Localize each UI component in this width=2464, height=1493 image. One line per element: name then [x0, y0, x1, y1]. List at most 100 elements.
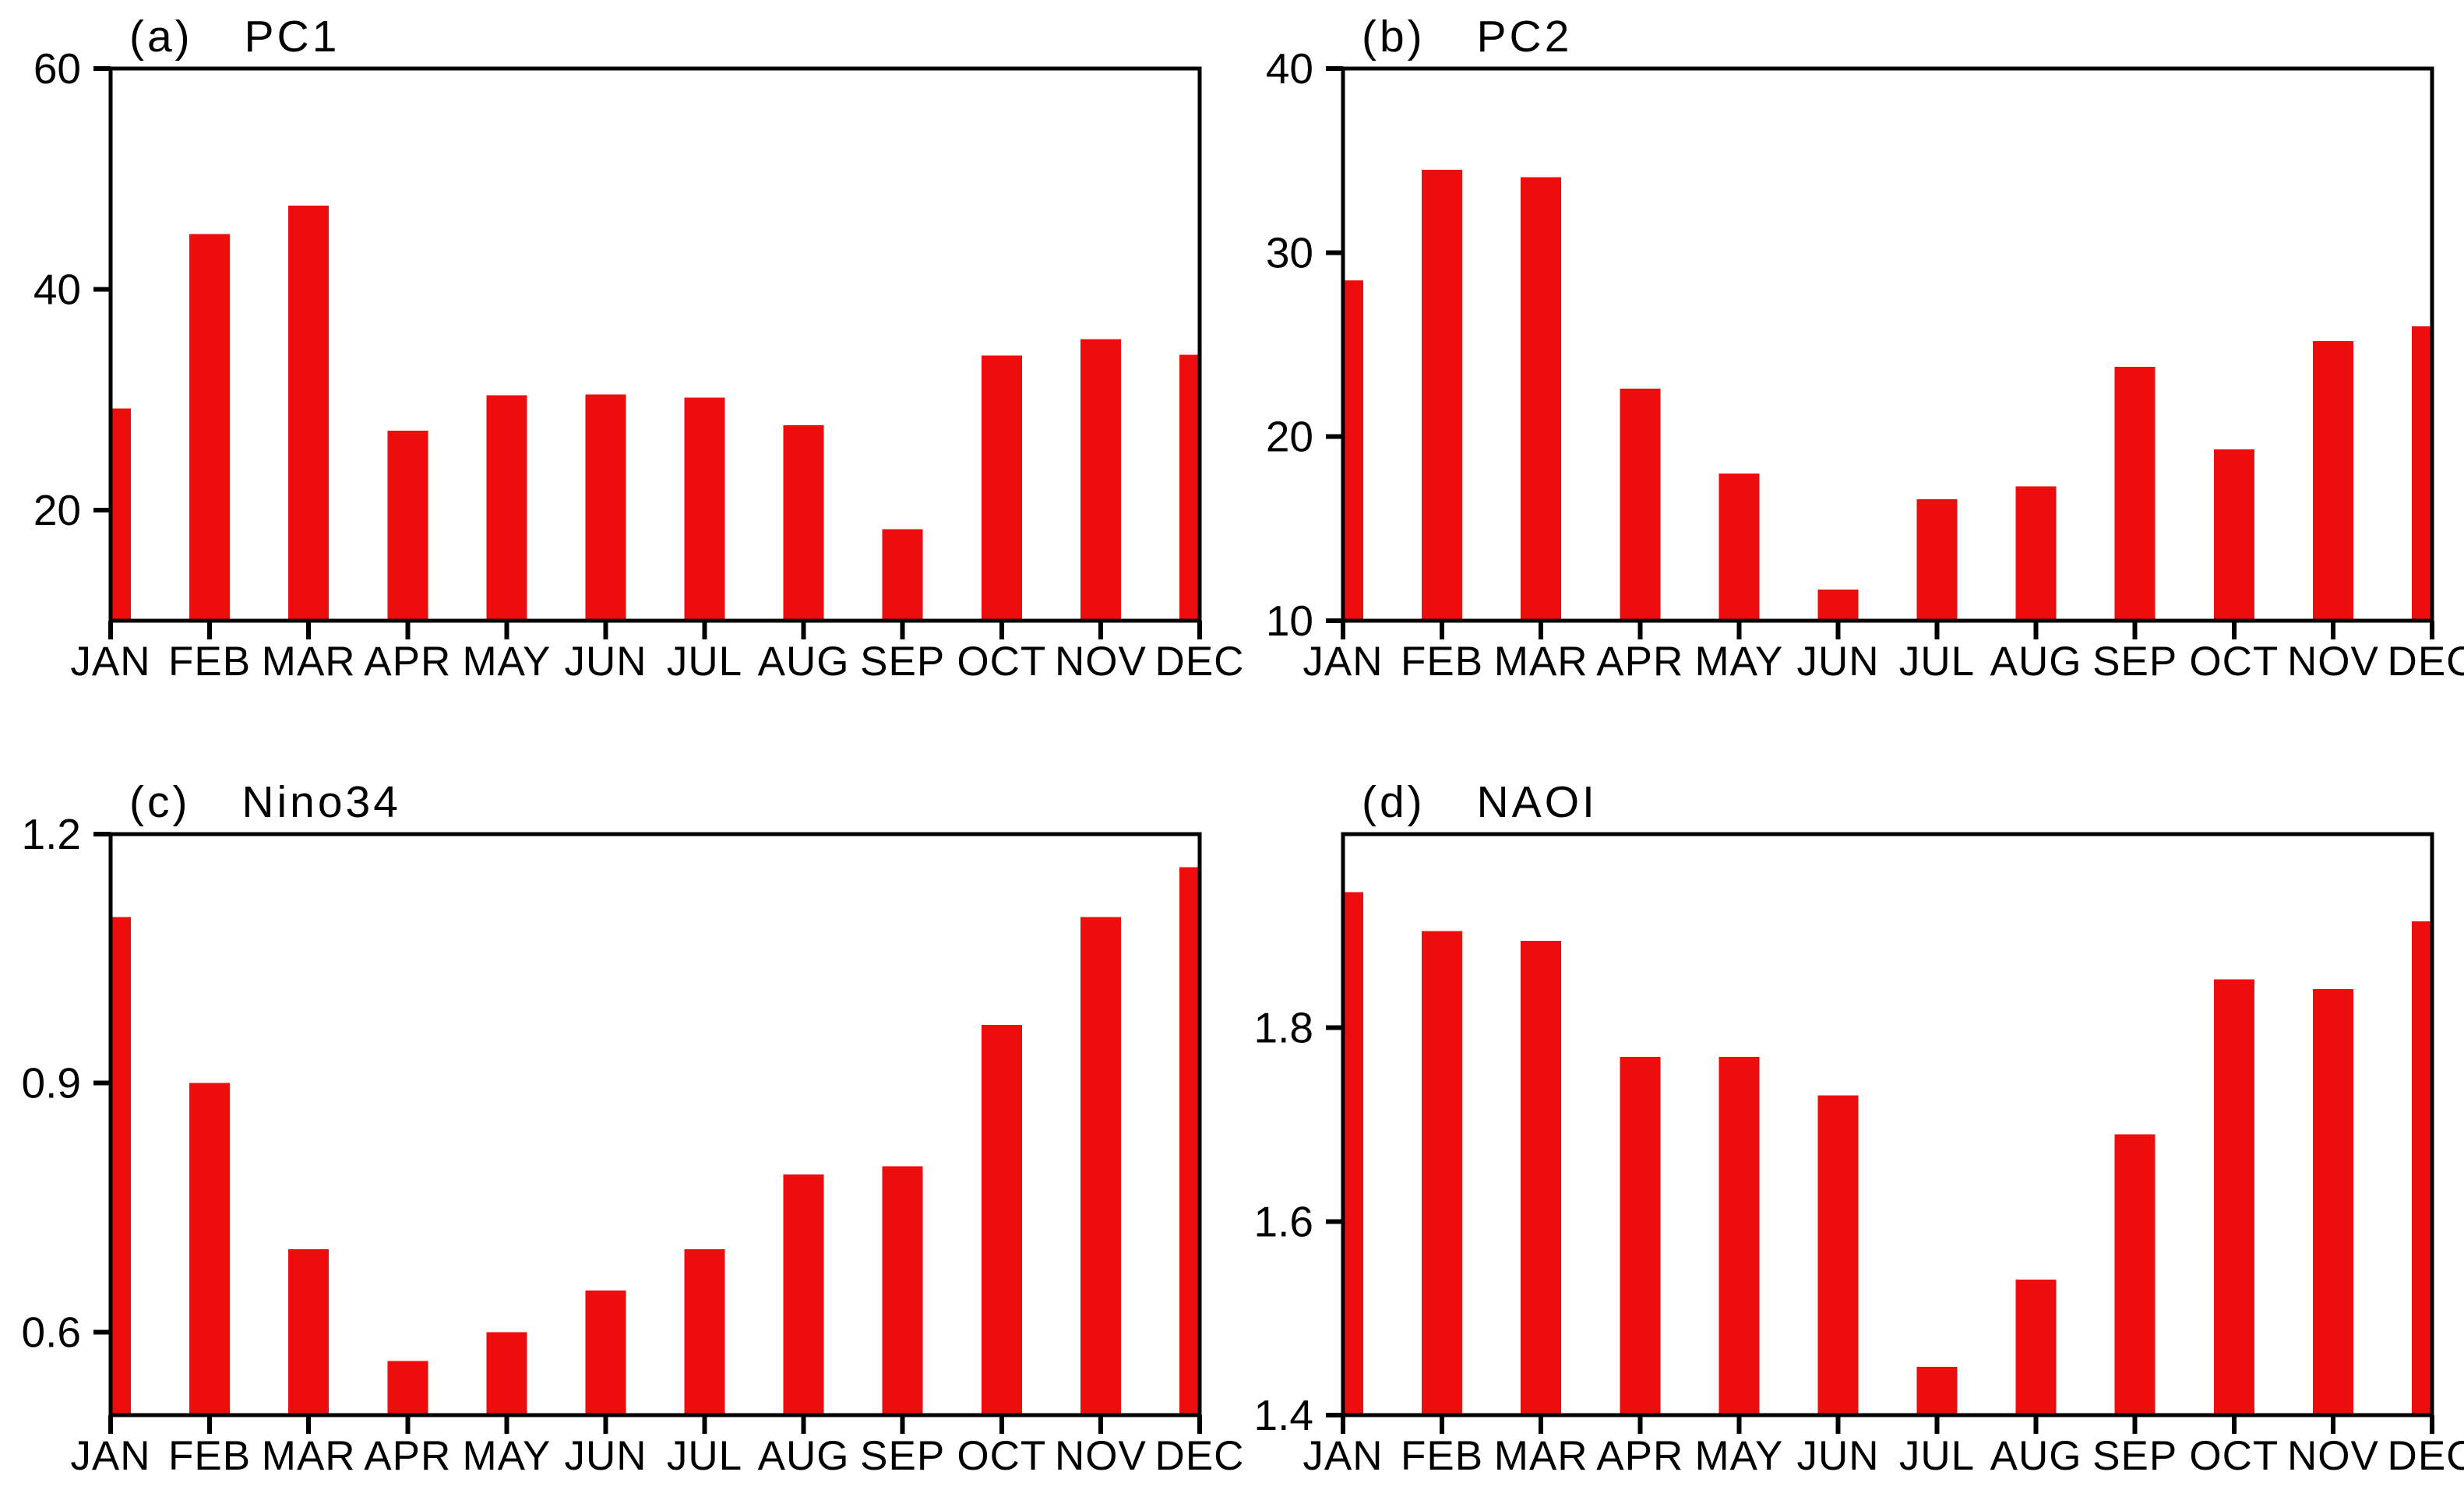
x-tick-label-apr: APR	[364, 639, 451, 685]
x-tick-label-jan: JAN	[70, 1433, 150, 1479]
bar-jun	[1817, 589, 1859, 621]
y-tick-label-20: 20	[1266, 413, 1313, 461]
panel-a-name: PC1	[245, 12, 340, 62]
panel-b-title: (b) PC2	[1362, 12, 1572, 62]
x-tick-label-aug: AUG	[1990, 639, 2082, 685]
x-tick-label-aug: AUG	[758, 1433, 850, 1479]
x-tick-label-sep: SEP	[2092, 1433, 2177, 1479]
x-tick-label-feb: FEB	[1401, 639, 1483, 685]
y-tick-label-10: 10	[1266, 597, 1313, 645]
bar-jan	[1343, 280, 1363, 621]
bar-nov	[2312, 988, 2353, 1415]
bar-aug	[2015, 486, 2057, 621]
bar-feb	[1422, 170, 1463, 621]
panel-c-title: (c) Nino34	[129, 777, 401, 827]
bar-sep	[882, 529, 923, 621]
x-tick-label-oct: OCT	[957, 1433, 1046, 1479]
bar-may	[486, 1332, 527, 1415]
bar-aug	[2015, 1279, 2057, 1415]
bar-jun	[585, 394, 626, 621]
x-tick-label-sep: SEP	[2092, 639, 2177, 685]
y-tick-label-0.6: 0.6	[22, 1308, 81, 1356]
y-tick-label-1.2: 1.2	[22, 810, 81, 858]
bar-dec	[1179, 354, 1200, 621]
x-tick-label-apr: APR	[1596, 639, 1683, 685]
bar-feb	[189, 1083, 231, 1415]
x-tick-label-may: MAY	[462, 639, 551, 685]
panel-d-title: (d) NAOI	[1362, 777, 1598, 827]
y-tick-label-40: 40	[1266, 44, 1313, 93]
plot-area-a: 20 40 60 JAN FEB MAR APR MAY JUN JUL AUG SEP OCT NOV D…	[33, 44, 1244, 685]
x-tick-label-mar: MAR	[1494, 1433, 1588, 1479]
bar-oct	[2213, 979, 2254, 1415]
x-tick-label-feb: FEB	[168, 1433, 251, 1479]
bar-jul	[1916, 499, 1958, 621]
x-tick-label-may: MAY	[1694, 639, 1783, 685]
plot-frame	[1341, 832, 2434, 1417]
plot-area-c: 0.6 0.9 1.2 JAN FEB MAR APR MAY JUN JUL AUG SEP OCT N…	[22, 810, 1244, 1479]
x-tick-label-apr: APR	[1596, 1433, 1683, 1479]
bar-oct	[981, 355, 1022, 621]
bar-sep	[2114, 366, 2156, 621]
plot-area-d: 1.4 1.6 1.8 JAN FEB MAR APR MAY JUN JUL AUG SEP OCT N…	[1254, 832, 2464, 1479]
x-tick-label-jul: JUL	[667, 1433, 742, 1479]
x-tick-label-sep: SEP	[860, 639, 945, 685]
bar-mar	[288, 205, 330, 621]
x-tick-label-oct: OCT	[957, 639, 1046, 685]
bar-jan	[111, 917, 131, 1415]
x-tick-label-may: MAY	[462, 1433, 551, 1479]
bar-apr	[1620, 1057, 1661, 1415]
panel-c-label: (c)	[129, 777, 190, 827]
x-tick-label-jan: JAN	[70, 639, 150, 685]
bar-jun	[1817, 1095, 1859, 1415]
x-tick-label-aug: AUG	[758, 639, 850, 685]
x-tick-label-nov: NOV	[2287, 1433, 2379, 1479]
panel-b-name: PC2	[1477, 12, 1573, 62]
bar-nov	[1080, 339, 1121, 621]
x-tick-label-may: MAY	[1694, 1433, 1783, 1479]
y-tick-label-20: 20	[33, 486, 81, 534]
bar-dec	[2412, 326, 2432, 621]
panel-d-label: (d)	[1362, 777, 1426, 827]
bar-nov	[1080, 917, 1121, 1415]
bar-nov	[2312, 340, 2353, 621]
x-tick-label-nov: NOV	[2287, 639, 2379, 685]
bar-dec	[2412, 921, 2432, 1415]
x-tick-label-nov: NOV	[1055, 1433, 1147, 1479]
y-tick-label-30: 30	[1266, 228, 1313, 276]
bar-jan	[111, 408, 131, 621]
x-tick-label-jun: JUN	[564, 1433, 647, 1479]
x-tick-label-jan: JAN	[1303, 1433, 1383, 1479]
x-tick-label-jul: JUL	[667, 639, 742, 685]
panel-b-label: (b)	[1362, 12, 1426, 62]
chart-panel-a-pc1: 20 40 60 JAN FEB MAR APR MAY JUN JUL AUG SEP OCT NOV D…	[33, 12, 1244, 685]
x-tick-label-jun: JUN	[1796, 1433, 1879, 1479]
y-tick-label-40: 40	[33, 266, 81, 314]
bar-dec	[1179, 867, 1200, 1415]
x-tick-label-jan: JAN	[1303, 639, 1383, 685]
y-tick-label-1.4: 1.4	[1254, 1391, 1313, 1439]
bar-sep	[882, 1166, 923, 1415]
x-tick-label-feb: FEB	[1401, 1433, 1483, 1479]
plot-frame	[108, 66, 1202, 623]
bar-jan	[1343, 892, 1363, 1415]
x-tick-label-jun: JUN	[1796, 639, 1879, 685]
panel-c-name: Nino34	[241, 777, 401, 827]
bar-jul	[684, 1248, 725, 1415]
bar-jul	[684, 397, 725, 621]
bar-aug	[783, 1174, 824, 1415]
x-tick-label-dec: DEC	[2388, 1433, 2464, 1479]
y-tick-label-0.9: 0.9	[22, 1059, 81, 1107]
bar-apr	[387, 1361, 428, 1415]
bar-mar	[288, 1248, 330, 1415]
bar-oct	[2213, 449, 2254, 621]
y-tick-label-60: 60	[33, 44, 81, 93]
bar-jul	[1916, 1366, 1958, 1415]
x-tick-label-nov: NOV	[1055, 639, 1147, 685]
x-tick-label-feb: FEB	[168, 639, 251, 685]
x-tick-label-apr: APR	[364, 1433, 451, 1479]
x-tick-label-dec: DEC	[2388, 639, 2464, 685]
panel-a-label: (a)	[129, 12, 193, 62]
